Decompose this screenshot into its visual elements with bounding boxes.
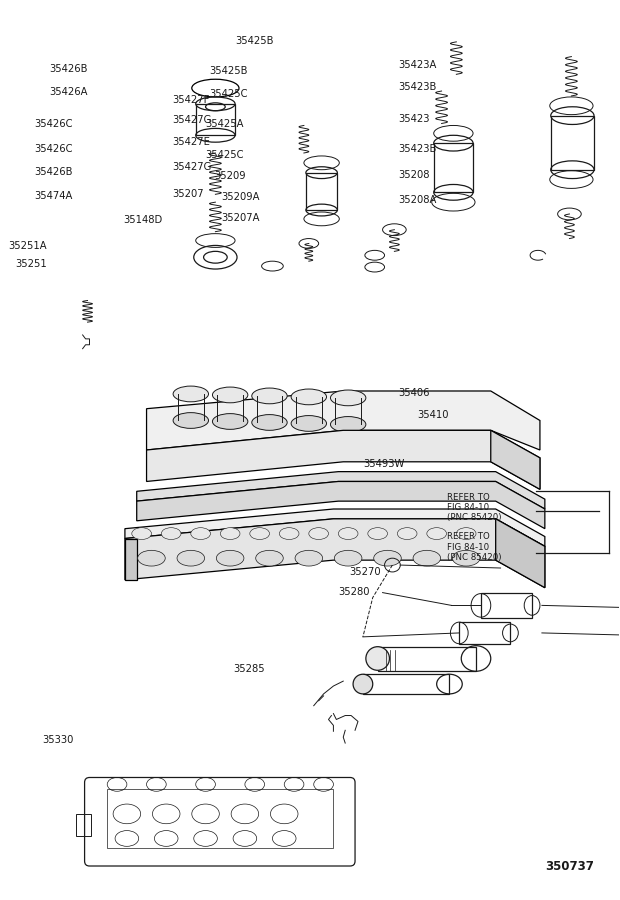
Bar — [306, 173, 337, 210]
Ellipse shape — [191, 527, 210, 539]
Text: 35493W: 35493W — [364, 459, 405, 469]
Text: 35426C: 35426C — [34, 144, 73, 154]
Ellipse shape — [330, 390, 366, 406]
Ellipse shape — [280, 527, 299, 539]
Text: 35427G: 35427G — [172, 162, 211, 172]
Text: 35423A: 35423A — [398, 60, 436, 70]
Ellipse shape — [216, 550, 244, 566]
Text: 35425B: 35425B — [236, 36, 274, 46]
Text: 35426C: 35426C — [34, 120, 73, 130]
Text: 350737: 350737 — [546, 860, 594, 872]
Text: 35474A: 35474A — [35, 191, 73, 201]
Text: 35425C: 35425C — [210, 89, 248, 99]
Text: 35423: 35423 — [398, 114, 430, 124]
Text: 35410: 35410 — [417, 410, 449, 419]
Ellipse shape — [138, 550, 166, 566]
Ellipse shape — [220, 527, 240, 539]
Text: 35208A: 35208A — [398, 194, 436, 204]
Ellipse shape — [295, 550, 322, 566]
Ellipse shape — [213, 387, 248, 403]
Ellipse shape — [456, 527, 476, 539]
Text: 35427F: 35427F — [172, 95, 210, 105]
Bar — [459, 622, 510, 644]
Text: 35208: 35208 — [398, 170, 430, 180]
Text: 35209: 35209 — [214, 171, 246, 181]
Ellipse shape — [330, 417, 366, 432]
Ellipse shape — [309, 527, 329, 539]
Bar — [551, 115, 594, 170]
Ellipse shape — [173, 412, 208, 428]
Text: 35406: 35406 — [398, 389, 430, 399]
Ellipse shape — [427, 527, 446, 539]
Polygon shape — [491, 430, 540, 490]
Text: 35427E: 35427E — [172, 137, 210, 147]
Polygon shape — [495, 518, 545, 588]
Text: 35207: 35207 — [172, 189, 204, 199]
Text: 35426A: 35426A — [50, 86, 88, 96]
Text: REFER TO
FIG 84-10
(PNC 85420): REFER TO FIG 84-10 (PNC 85420) — [446, 533, 501, 562]
Bar — [76, 814, 92, 835]
Polygon shape — [146, 391, 540, 450]
Text: 35148D: 35148D — [123, 215, 162, 225]
Polygon shape — [125, 538, 137, 580]
Ellipse shape — [252, 388, 287, 404]
Ellipse shape — [334, 550, 362, 566]
Ellipse shape — [413, 550, 441, 566]
Ellipse shape — [291, 389, 327, 405]
Ellipse shape — [250, 527, 270, 539]
Text: 35285: 35285 — [233, 663, 265, 673]
Text: REFER TO
FIG 84-10
(PNC 85420): REFER TO FIG 84-10 (PNC 85420) — [446, 492, 501, 522]
Text: 35207A: 35207A — [221, 213, 260, 223]
Polygon shape — [125, 518, 545, 588]
Text: 35423B: 35423B — [398, 82, 436, 92]
Text: 35270: 35270 — [349, 567, 381, 577]
Ellipse shape — [161, 527, 181, 539]
Text: 35209A: 35209A — [221, 192, 260, 202]
Ellipse shape — [255, 550, 283, 566]
Text: 35251: 35251 — [15, 259, 46, 269]
Bar — [378, 647, 476, 671]
Ellipse shape — [339, 527, 358, 539]
Text: 35426B: 35426B — [50, 65, 88, 75]
Ellipse shape — [397, 527, 417, 539]
Text: 35425B: 35425B — [210, 67, 248, 76]
Ellipse shape — [252, 415, 287, 430]
Bar — [107, 789, 334, 849]
Text: 35425A: 35425A — [205, 120, 244, 130]
Ellipse shape — [291, 416, 327, 431]
Ellipse shape — [177, 550, 205, 566]
Bar — [481, 592, 532, 618]
Ellipse shape — [132, 527, 151, 539]
Text: 35426B: 35426B — [34, 167, 73, 177]
Text: 35423B: 35423B — [398, 144, 436, 154]
Ellipse shape — [366, 647, 389, 670]
Text: 35280: 35280 — [338, 587, 370, 597]
Ellipse shape — [368, 527, 388, 539]
Bar — [196, 104, 235, 135]
Ellipse shape — [453, 550, 480, 566]
Text: 35425C: 35425C — [205, 150, 244, 160]
Ellipse shape — [374, 550, 401, 566]
Ellipse shape — [353, 674, 373, 694]
Text: 35251A: 35251A — [8, 241, 46, 251]
Ellipse shape — [173, 386, 208, 401]
Bar — [434, 143, 473, 193]
Polygon shape — [137, 472, 545, 509]
Text: 35330: 35330 — [42, 735, 74, 745]
Text: 35427G: 35427G — [172, 115, 211, 125]
Polygon shape — [146, 430, 540, 490]
Polygon shape — [137, 482, 545, 528]
Bar — [363, 674, 450, 694]
Ellipse shape — [213, 414, 248, 429]
Polygon shape — [125, 509, 545, 546]
